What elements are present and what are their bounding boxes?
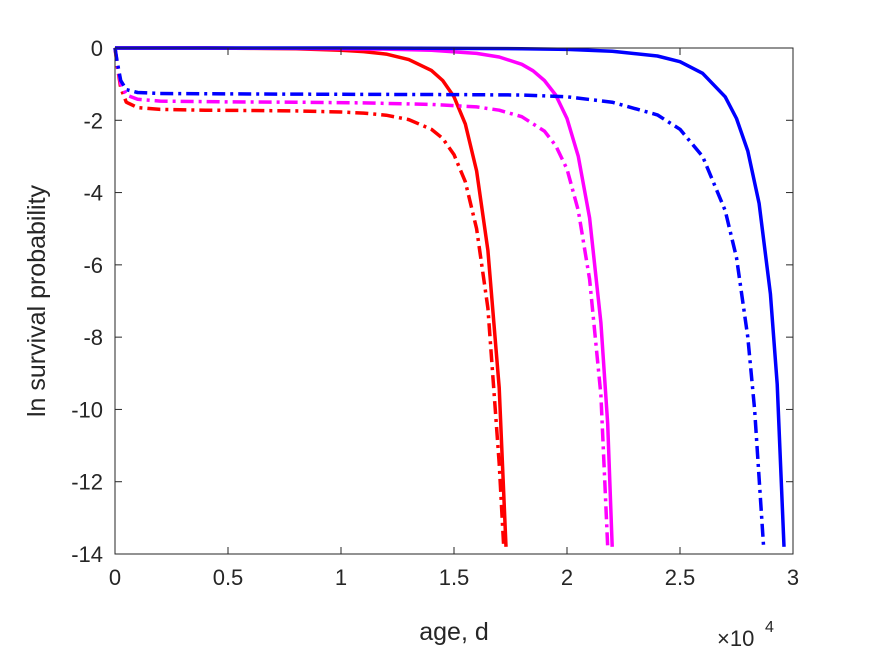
x-tick-label: 2.5 bbox=[665, 565, 696, 590]
x-axis-label: age, d bbox=[419, 618, 489, 646]
y-tick-label: -12 bbox=[71, 470, 103, 495]
series-line-2 bbox=[113, 47, 506, 547]
x-axis-multiplier: ×10 4 bbox=[717, 619, 774, 651]
x-tick-label: 0 bbox=[109, 565, 121, 590]
y-tick-label: -4 bbox=[83, 181, 103, 206]
x-tick-label: 1.5 bbox=[439, 565, 470, 590]
x-axis: 0 0.5 1 1.5 2 2.5 3 bbox=[109, 48, 799, 590]
x-tick-label: 1 bbox=[335, 565, 347, 590]
x-tick-label: 2 bbox=[561, 565, 573, 590]
y-tick-label: -2 bbox=[83, 108, 103, 133]
series-line-6 bbox=[113, 47, 766, 547]
y-tick-label: -6 bbox=[83, 253, 103, 278]
plot-area bbox=[113, 46, 794, 555]
x-axis-multiplier-base: ×10 bbox=[717, 626, 754, 651]
y-axis: 0 -2 -4 -6 -8 -10 -12 -14 bbox=[71, 36, 793, 567]
x-tick-label: 3 bbox=[787, 565, 799, 590]
series-line-4 bbox=[113, 47, 610, 547]
y-tick-label: -10 bbox=[71, 397, 103, 422]
x-axis-multiplier-exponent: 4 bbox=[765, 619, 774, 636]
x-tick-label: 0.5 bbox=[213, 565, 244, 590]
y-tick-label: -8 bbox=[83, 325, 103, 350]
axes-background bbox=[115, 48, 793, 554]
y-tick-label: -14 bbox=[71, 542, 103, 567]
y-tick-label: 0 bbox=[91, 36, 103, 61]
y-axis-label: ln survival probability bbox=[23, 184, 51, 417]
